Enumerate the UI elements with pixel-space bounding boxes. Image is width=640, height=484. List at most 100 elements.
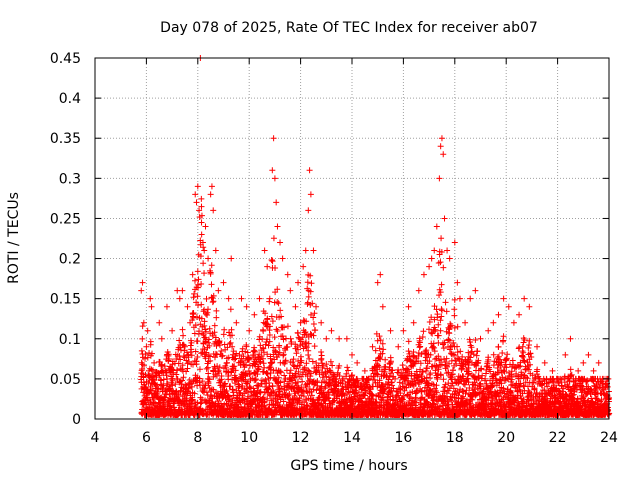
noise-point	[568, 366, 574, 372]
noise-point	[443, 299, 449, 305]
noise-point	[288, 367, 294, 373]
noise-point	[176, 338, 182, 344]
noise-point	[212, 323, 218, 329]
chart-title: Day 078 of 2025, Rate Of TEC Index for r…	[160, 20, 538, 36]
noise-point	[205, 365, 211, 371]
x-axis-label: GPS time / hours	[290, 458, 407, 474]
noise-point	[400, 362, 406, 368]
noise-point	[276, 300, 282, 306]
noise-point	[140, 323, 146, 329]
noise-point	[312, 343, 318, 349]
noise-point	[139, 336, 145, 342]
noise-point	[190, 294, 196, 300]
noise-point	[306, 294, 312, 300]
noise-point	[260, 328, 266, 334]
noise-point	[228, 306, 234, 312]
noise-point	[194, 354, 200, 360]
noise-point	[420, 334, 426, 340]
noise-point	[270, 258, 276, 264]
noise-point	[459, 395, 465, 401]
noise-point	[194, 314, 200, 320]
noise-point	[180, 327, 186, 333]
noise-point	[431, 382, 437, 388]
noise-point	[344, 364, 350, 370]
noise-point	[291, 362, 297, 368]
noise-point	[312, 327, 318, 333]
noise-point	[277, 307, 283, 313]
noise-point	[474, 348, 480, 354]
noise-point	[140, 361, 146, 367]
noise-point	[251, 345, 257, 351]
noise-point	[195, 268, 201, 274]
dense-scatter-cloud	[138, 196, 612, 418]
noise-point	[148, 339, 154, 345]
y-axis-label: ROTI / TECUs	[6, 192, 22, 284]
noise-point	[221, 327, 227, 333]
noise-point	[455, 324, 461, 330]
noise-point	[445, 337, 451, 343]
noise-point	[311, 321, 317, 327]
noise-point	[504, 351, 510, 357]
noise-point	[305, 279, 311, 285]
noise-point	[213, 308, 219, 314]
noise-point	[441, 345, 447, 351]
noise-point	[472, 337, 478, 343]
noise-point	[406, 348, 412, 354]
noise-point	[198, 401, 204, 407]
noise-point	[200, 260, 206, 266]
noise-point	[520, 354, 526, 360]
noise-point	[397, 379, 403, 385]
noise-point	[281, 372, 287, 378]
noise-point	[429, 381, 435, 387]
noise-point	[192, 278, 198, 284]
noise-point	[204, 296, 210, 302]
noise-point	[318, 349, 324, 355]
noise-point	[195, 338, 201, 344]
noise-point	[198, 196, 204, 202]
noise-point	[451, 306, 457, 312]
noise-point	[432, 356, 438, 362]
noise-point	[495, 344, 501, 350]
noise-point	[439, 282, 445, 288]
noise-point	[199, 220, 205, 226]
noise-point	[444, 308, 450, 314]
noise-point	[308, 280, 314, 286]
noise-point	[139, 348, 145, 354]
noise-point	[525, 345, 531, 351]
noise-point	[288, 336, 294, 342]
noise-point	[198, 302, 204, 308]
noise-point	[499, 350, 505, 356]
noise-point	[382, 357, 388, 363]
noise-point	[387, 373, 393, 379]
noise-point	[451, 313, 457, 319]
noise-point	[501, 333, 507, 339]
noise-point	[209, 262, 215, 268]
noise-point	[452, 297, 458, 303]
noise-point	[438, 235, 444, 241]
noise-point	[213, 315, 219, 321]
noise-point	[208, 271, 214, 277]
noise-point	[295, 330, 301, 336]
noise-point	[270, 318, 276, 324]
noise-point	[209, 281, 215, 287]
noise-point	[297, 336, 303, 342]
noise-point	[420, 328, 426, 334]
noise-point	[202, 318, 208, 324]
noise-point	[433, 382, 439, 388]
noise-point	[210, 299, 216, 305]
noise-point	[191, 310, 197, 316]
noise-point	[269, 257, 275, 263]
noise-point	[201, 270, 207, 276]
noise-point	[271, 235, 277, 241]
noise-point	[180, 333, 186, 339]
noise-point	[439, 307, 445, 313]
noise-point	[305, 352, 311, 358]
noise-point	[293, 350, 299, 356]
noise-point	[438, 306, 444, 312]
noise-point	[228, 340, 234, 346]
noise-point	[218, 348, 224, 354]
noise-point	[440, 265, 446, 271]
noise-point	[285, 323, 291, 329]
